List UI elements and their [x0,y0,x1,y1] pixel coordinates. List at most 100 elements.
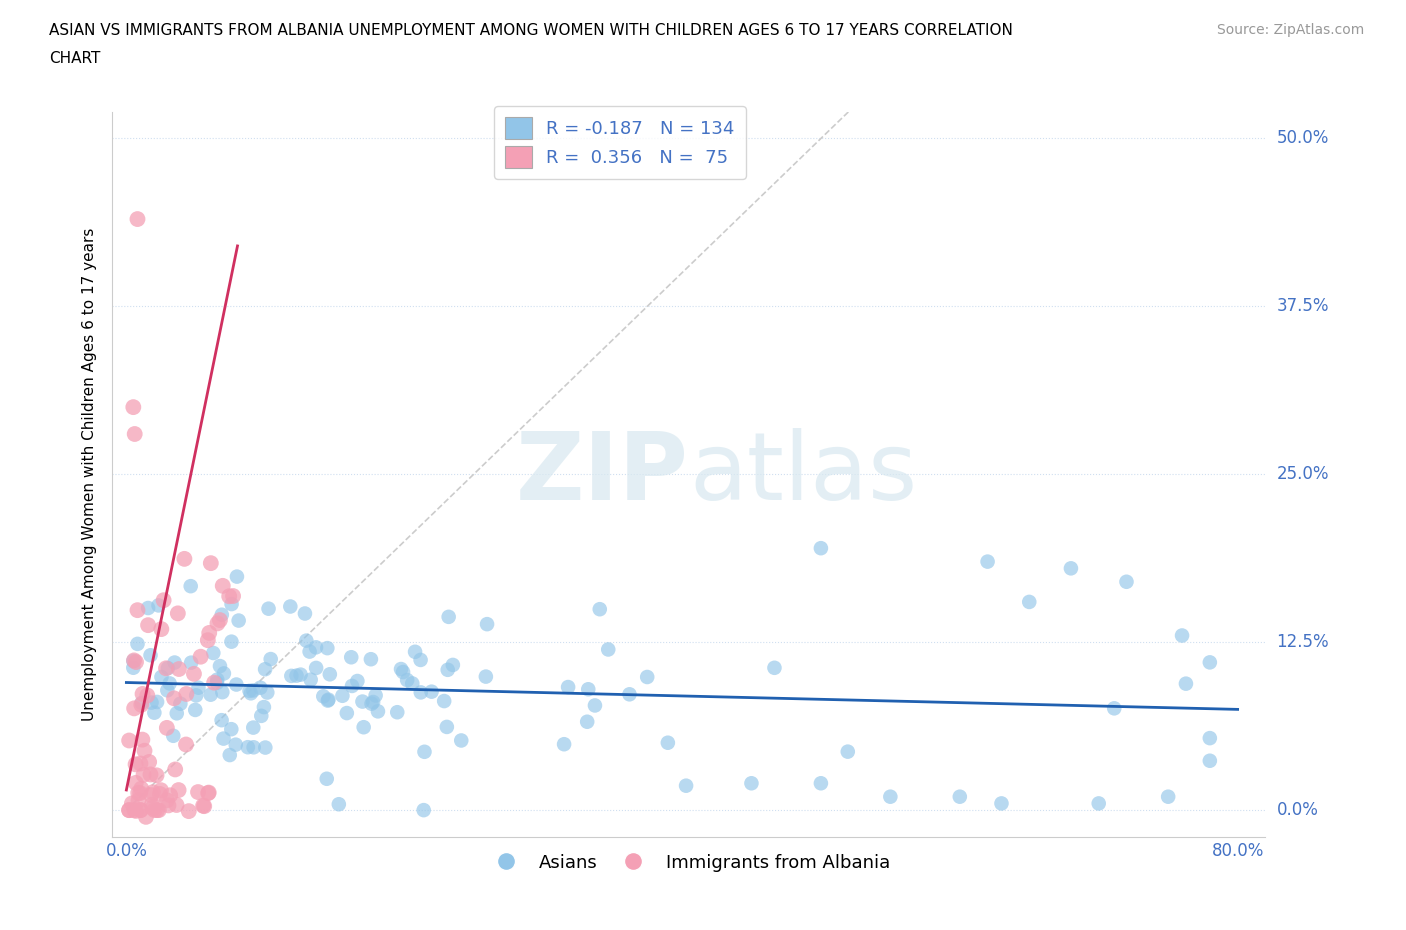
Point [127,603,149,618]
Point [221,722,243,737]
Point [129,803,152,817]
Point [136,618,159,632]
Point [163,691,186,706]
Text: 25.0%: 25.0% [1277,465,1329,484]
Point [949,790,972,804]
Point [208,613,231,628]
Text: 50.0%: 50.0% [1277,129,1329,148]
Point [218,589,240,604]
Point [222,589,245,604]
Point [211,578,233,593]
Point [576,714,599,729]
Point [149,783,172,798]
Legend: Asians, Immigrants from Albania: Asians, Immigrants from Albania [481,846,897,879]
Point [238,684,260,698]
Point [159,676,181,691]
Point [191,798,214,813]
Point [392,665,415,680]
Point [976,554,998,569]
Point [598,642,620,657]
Point [328,797,350,812]
Point [166,606,188,621]
Point [401,676,423,691]
Point [389,661,412,676]
Point [810,540,832,555]
Point [312,689,335,704]
Point [184,702,207,717]
Point [1115,575,1137,590]
Point [152,592,174,607]
Text: 12.5%: 12.5% [1277,633,1329,651]
Point [305,640,328,655]
Point [136,688,159,703]
Point [141,695,163,710]
Point [387,705,409,720]
Point [1087,796,1109,811]
Text: 0.0%: 0.0% [1277,801,1319,819]
Point [249,680,271,695]
Point [221,597,243,612]
Point [134,743,156,758]
Point [122,660,145,675]
Point [228,613,250,628]
Point [148,598,170,613]
Point [318,692,340,707]
Point [122,653,145,668]
Point [156,660,179,675]
Point [420,684,443,699]
Point [879,790,901,804]
Point [436,662,458,677]
Point [142,785,165,800]
Point [187,785,209,800]
Point [145,768,167,783]
Point [143,803,166,817]
Point [294,606,316,621]
Point [174,737,197,752]
Text: 37.5%: 37.5% [1277,298,1329,315]
Point [340,650,363,665]
Point [475,670,498,684]
Point [190,649,212,664]
Point [409,685,432,700]
Point [740,776,762,790]
Point [315,771,337,786]
Point [319,667,342,682]
Point [169,697,191,711]
Point [475,617,498,631]
Point [127,212,149,227]
Point [200,687,222,702]
Point [122,654,145,669]
Point [122,701,145,716]
Point [211,712,233,727]
Point [260,652,283,667]
Point [128,793,150,808]
Point [280,669,302,684]
Point [127,786,149,801]
Text: CHART: CHART [49,51,101,66]
Point [127,636,149,651]
Point [131,698,153,712]
Point [1060,561,1083,576]
Point [156,683,179,698]
Point [450,733,472,748]
Point [396,672,419,687]
Point [197,785,219,800]
Point [129,756,152,771]
Point [198,626,221,641]
Point [131,696,153,711]
Point [139,767,162,782]
Point [138,754,160,769]
Point [146,695,169,710]
Point [1171,628,1194,643]
Point [278,599,301,614]
Point [150,621,173,636]
Point [242,683,264,698]
Point [367,704,389,719]
Point [141,797,163,812]
Text: ZIP: ZIP [516,429,689,520]
Point [436,720,458,735]
Point [125,804,148,818]
Point [636,670,658,684]
Point [166,798,188,813]
Point [242,740,264,755]
